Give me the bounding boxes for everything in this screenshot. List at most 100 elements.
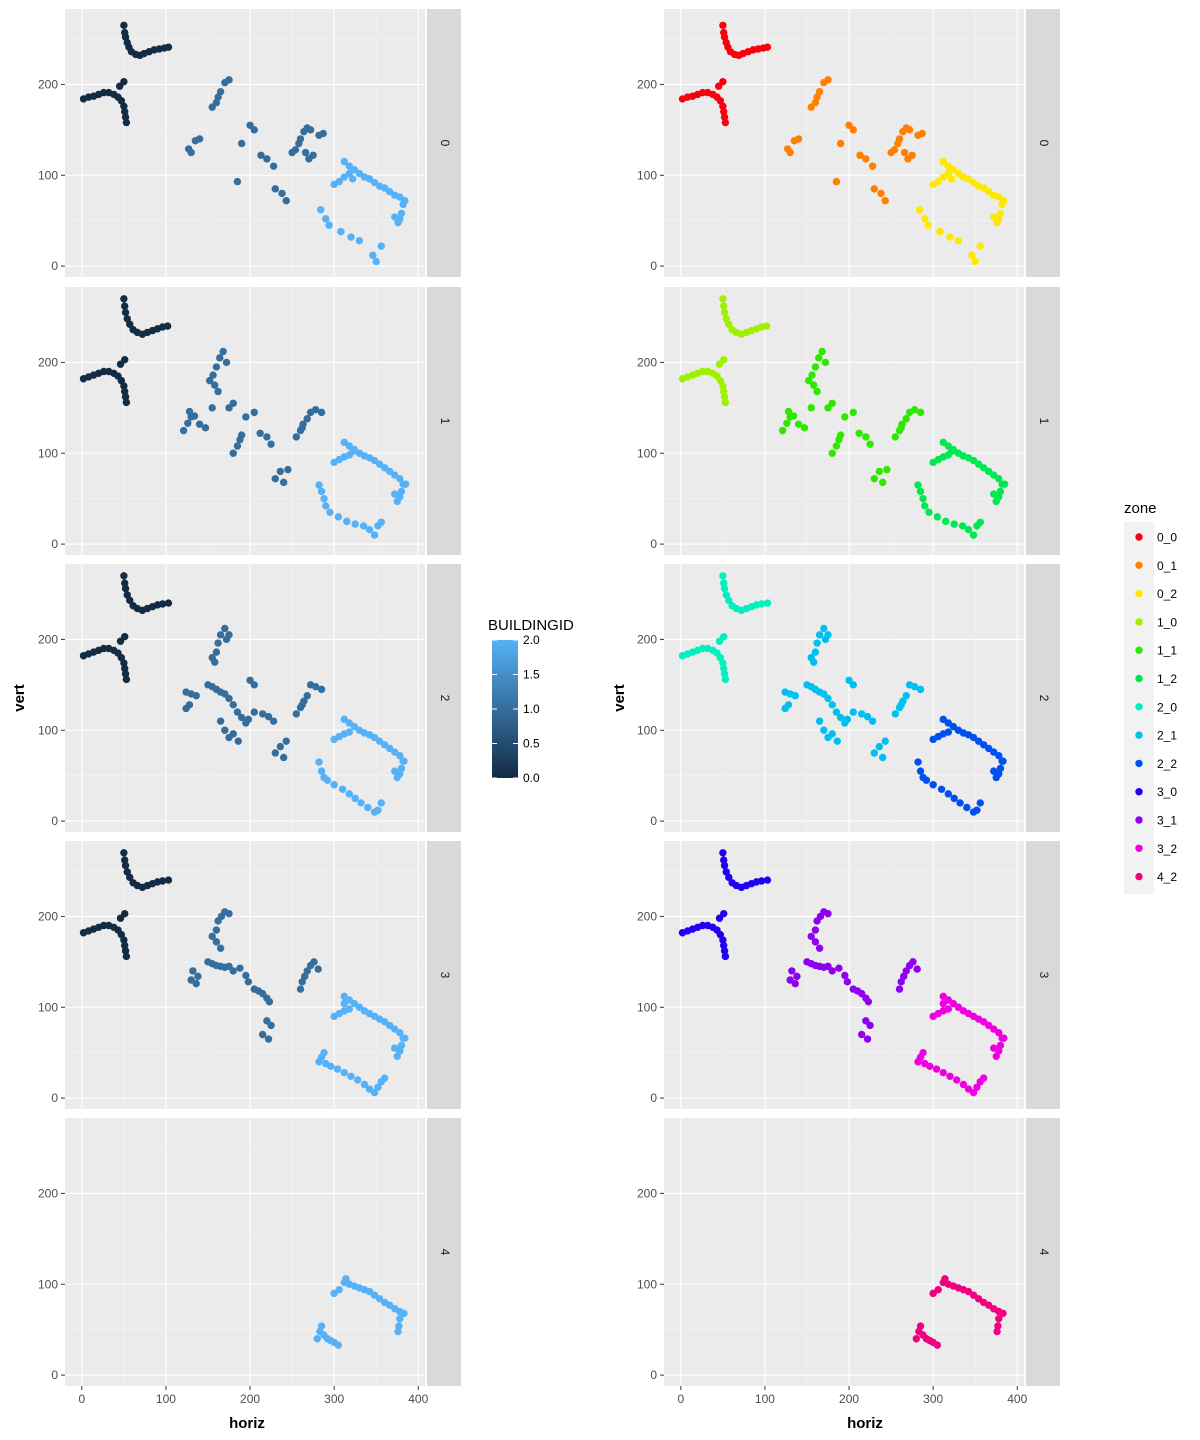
data-point bbox=[269, 162, 278, 170]
data-point bbox=[944, 790, 952, 798]
data-point bbox=[720, 393, 729, 401]
data-point bbox=[258, 1030, 267, 1039]
data-point bbox=[929, 781, 937, 789]
data-point bbox=[828, 399, 836, 407]
x-tick-label: 0 bbox=[677, 1392, 684, 1406]
data-point bbox=[863, 712, 872, 721]
data-point bbox=[993, 218, 1001, 227]
data-point bbox=[393, 773, 401, 782]
facet-strip-3: 3 bbox=[1026, 841, 1060, 1109]
data-point bbox=[995, 1028, 1003, 1037]
data-point bbox=[849, 408, 857, 417]
data-point bbox=[832, 177, 841, 186]
data-point bbox=[269, 717, 278, 725]
y-tick-label: 100 bbox=[38, 446, 58, 460]
zone-legend-label: 0_1 bbox=[1157, 559, 1177, 573]
data-point bbox=[868, 162, 877, 170]
data-point bbox=[916, 487, 925, 496]
data-point bbox=[303, 692, 311, 700]
data-point bbox=[721, 675, 730, 684]
data-point bbox=[317, 206, 325, 214]
colorbar-tick-label: 1.0 bbox=[523, 702, 540, 716]
data-point bbox=[992, 773, 1000, 782]
data-point bbox=[395, 1322, 403, 1330]
data-point bbox=[320, 1048, 328, 1057]
zone-legend-label: 1_1 bbox=[1157, 644, 1177, 658]
data-point bbox=[897, 424, 905, 432]
data-point bbox=[811, 363, 820, 371]
data-point bbox=[121, 302, 129, 310]
data-point bbox=[315, 481, 323, 489]
data-point bbox=[757, 877, 766, 885]
data-point bbox=[342, 1275, 350, 1283]
zone-legend-swatch bbox=[1135, 589, 1143, 598]
right-plot: 0 100 200 0 0 100 200 1 0 100 200 2 0 100 200 3 0 100 200 4… bbox=[637, 9, 1060, 1406]
data-point bbox=[267, 440, 275, 448]
data-point bbox=[121, 584, 130, 593]
data-point bbox=[763, 876, 772, 884]
data-point bbox=[788, 967, 796, 975]
data-point bbox=[225, 76, 233, 84]
data-point bbox=[916, 685, 925, 694]
data-point bbox=[211, 658, 219, 666]
data-point bbox=[934, 1286, 942, 1294]
left-y-axis-title: vert bbox=[11, 684, 28, 712]
facet-strip-label: 3 bbox=[438, 972, 452, 979]
y-tick-label: 0 bbox=[51, 1368, 58, 1382]
data-point bbox=[836, 713, 845, 722]
data-point bbox=[757, 600, 766, 608]
data-point bbox=[122, 675, 131, 684]
data-point bbox=[905, 126, 914, 134]
points-floor-3 bbox=[79, 849, 409, 1097]
data-point bbox=[926, 1062, 934, 1071]
x-tick-label: 100 bbox=[156, 1392, 176, 1406]
data-point bbox=[870, 185, 878, 193]
data-point bbox=[347, 233, 355, 241]
data-point bbox=[120, 659, 128, 667]
data-point bbox=[333, 1065, 342, 1073]
data-point bbox=[229, 399, 237, 407]
data-point bbox=[229, 730, 237, 738]
data-point bbox=[258, 710, 267, 718]
data-point bbox=[950, 520, 958, 528]
strip-background bbox=[1026, 1118, 1060, 1386]
points-floor-0 bbox=[79, 21, 409, 266]
data-point bbox=[964, 525, 973, 534]
facet-panel-2: 0 100 200 2 bbox=[38, 564, 461, 832]
data-point bbox=[895, 985, 904, 993]
facet-strip-0: 0 bbox=[1026, 9, 1060, 277]
data-point bbox=[345, 728, 353, 736]
data-point bbox=[298, 701, 306, 709]
data-point bbox=[120, 21, 128, 30]
data-point bbox=[399, 200, 407, 209]
data-point bbox=[121, 664, 129, 673]
data-point bbox=[319, 129, 327, 138]
data-point bbox=[902, 967, 910, 975]
data-point bbox=[933, 513, 942, 521]
data-point bbox=[121, 941, 129, 950]
data-point bbox=[121, 632, 129, 641]
data-point bbox=[337, 227, 345, 236]
data-point bbox=[828, 701, 836, 709]
facet-strip-label: 1 bbox=[438, 418, 452, 425]
strip-background bbox=[1026, 9, 1060, 277]
data-point bbox=[725, 320, 733, 328]
data-point bbox=[824, 909, 832, 918]
data-point bbox=[828, 967, 836, 975]
data-point bbox=[264, 1035, 273, 1043]
data-point bbox=[956, 799, 964, 807]
data-point bbox=[994, 1322, 1002, 1330]
data-point bbox=[310, 958, 318, 966]
data-point bbox=[250, 126, 258, 134]
data-point bbox=[947, 175, 956, 183]
zone-legend-item: 3_2 bbox=[1135, 842, 1177, 856]
data-point bbox=[158, 877, 167, 885]
data-point bbox=[815, 944, 824, 952]
data-point bbox=[909, 958, 917, 966]
data-point bbox=[322, 215, 330, 223]
zone-legend-swatch bbox=[1135, 674, 1143, 683]
data-point bbox=[900, 148, 909, 157]
data-point bbox=[370, 531, 379, 539]
data-point bbox=[721, 398, 730, 407]
